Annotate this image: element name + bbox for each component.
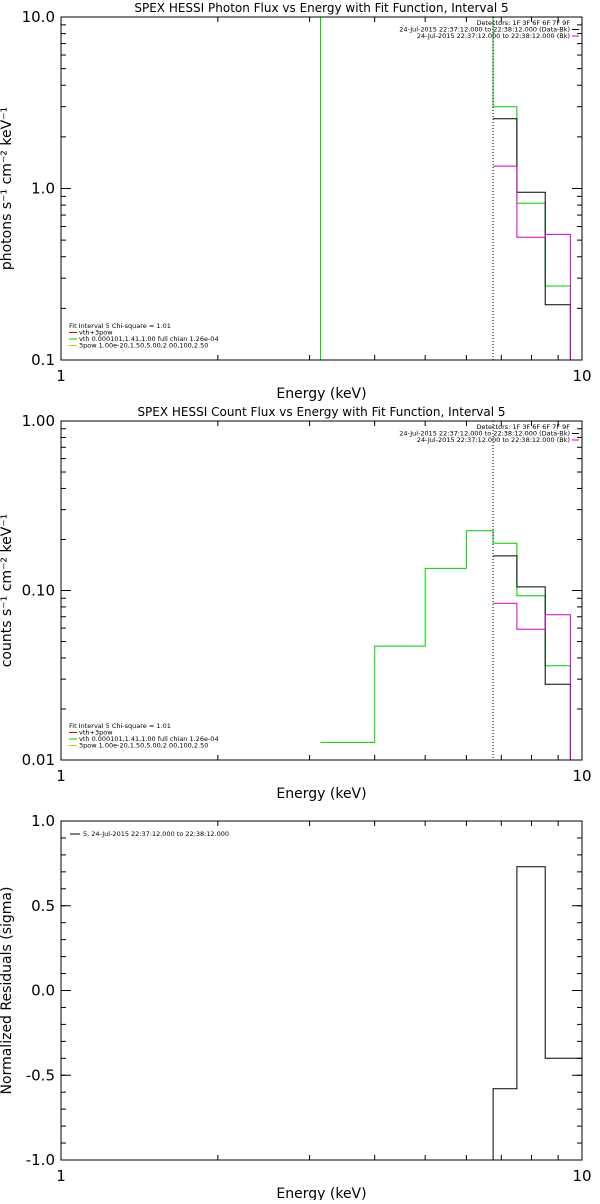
info-line: 24-Jul-2015 22:37:12.000 to 22:38:12.000…: [399, 430, 570, 438]
info-line: 24-Jul-2015 22:37:12.000 to 22:38:12.000…: [417, 32, 570, 40]
x-tick-label: 10: [572, 767, 591, 785]
info-line: 24-Jul-2015 22:37:12.000 to 22:38:12.000…: [399, 26, 570, 34]
x-axis-label: Energy (keV): [276, 1186, 366, 1200]
plot-area: [320, 17, 571, 360]
info-line: Detectors: 1F 3F 6F 6F 7F 9F: [476, 19, 570, 27]
axes-frame: [60, 820, 583, 1161]
series-line-1: [492, 866, 582, 1160]
series-line-3: [493, 602, 571, 760]
series-line-1: [320, 17, 571, 360]
series-line-1: [320, 530, 571, 760]
y-tick-label: -0.5: [26, 1066, 55, 1084]
legend-label: vth+3pow: [79, 729, 113, 737]
series-line-2: [493, 118, 571, 360]
legend-label: Fit Interval 5 Chi-square = 1.01: [69, 322, 171, 330]
axes-frame: [60, 16, 583, 361]
x-axis-label: Energy (keV): [276, 786, 366, 802]
legend-label: 3pow 1.00e-20,1.50,5.00,2.00,100,2.50: [79, 342, 208, 350]
y-tick-label: 0.1: [31, 351, 55, 369]
info-line: 24-Jul-2015 22:37:12.000 to 22:38:12.000…: [417, 436, 570, 444]
y-tick-label: -1.0: [26, 1151, 55, 1169]
panel-2: 1 10 0.01 0.10 1.00 SPEX HESSI Count Flux vs …: [0, 405, 592, 802]
y-axis-label: photons s⁻¹ cm⁻² keV⁻¹: [0, 107, 15, 270]
panel-3: 1 10 -1.0 -0.5 0.0 0.5 1.0 Energy (keV) Normaliz…: [0, 812, 592, 1202]
y-axis-label: counts s⁻¹ cm⁻² keV⁻¹: [0, 514, 15, 668]
x-tick-label: 1: [56, 367, 66, 385]
chart-title: SPEX HESSI Photon Flux vs Energy with Fi…: [134, 1, 508, 15]
y-tick-label: 1.0: [31, 812, 55, 830]
y-tick-label: 1.0: [31, 180, 55, 198]
plot-area: [320, 421, 571, 760]
y-tick-label: 0.01: [22, 751, 55, 769]
legend-label: 5, 24-Jul-2015 22:37:12.000 to 22:38:12.…: [83, 830, 229, 838]
x-tick-label: 1: [56, 767, 66, 785]
legend-label: vth 0.000101,1.41,1.00 full chian 1.26e-…: [79, 335, 219, 343]
x-tick-label: 10: [572, 1167, 591, 1185]
legend-label: vth+3pow: [79, 329, 113, 337]
chart-title: SPEX HESSI Count Flux vs Energy with Fit…: [137, 405, 505, 419]
y-tick-label: 10.0: [22, 8, 55, 26]
panel-1: 1 10 0.1 1.0 10.0 SPEX HESSI Photon Flux vs E…: [0, 1, 592, 402]
legend-label: 3pow 1.00e-20,1.50,5.00,2.00,100,2.50: [79, 742, 208, 750]
series-line-3: [493, 165, 571, 360]
y-tick-label: 0.10: [22, 582, 55, 600]
y-axis-label: Normalized Residuals (sigma): [0, 887, 15, 1095]
x-tick-label: 10: [572, 367, 591, 385]
legend-label: Fit Interval 5 Chi-square = 1.01: [69, 722, 171, 730]
y-tick-label: 0.5: [31, 897, 55, 915]
plot-area: [492, 866, 582, 1160]
x-axis-label: Energy (keV): [276, 386, 366, 402]
info-line: Detectors: 1F 3F 6F 6F 7F 9F: [476, 423, 570, 431]
y-tick-label: 1.00: [22, 412, 55, 430]
axes-frame: [60, 420, 583, 761]
series-line-2: [493, 555, 571, 760]
y-tick-label: 0.0: [31, 982, 55, 1000]
legend-label: vth 0.000101,1.41,1.00 full chian 1.26e-…: [79, 735, 219, 743]
x-tick-label: 1: [56, 1167, 66, 1185]
